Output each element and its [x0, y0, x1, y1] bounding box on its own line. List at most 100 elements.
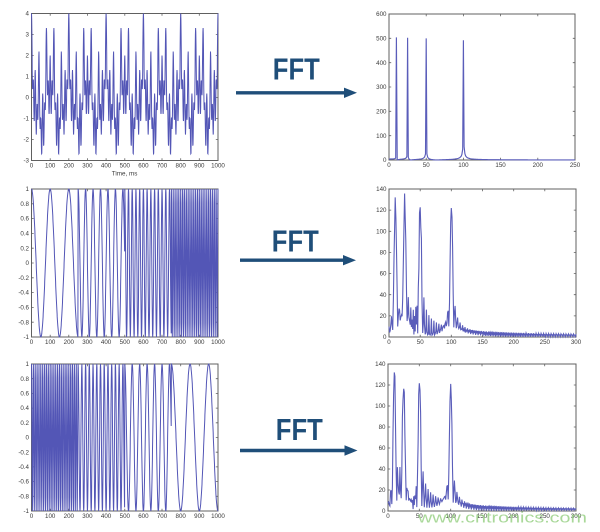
svg-text:500: 500: [120, 513, 131, 520]
svg-text:-0.8: -0.8: [18, 493, 29, 500]
svg-text:140: 140: [376, 186, 387, 193]
svg-text:700: 700: [157, 513, 168, 520]
svg-text:-0.6: -0.6: [18, 479, 29, 486]
svg-text:700: 700: [157, 339, 168, 346]
svg-text:1000: 1000: [211, 162, 225, 169]
svg-text:200: 200: [533, 162, 544, 169]
svg-text:0: 0: [386, 513, 390, 520]
svg-text:0.8: 0.8: [20, 376, 29, 383]
svg-text:-1: -1: [23, 116, 29, 123]
svg-text:-2: -2: [23, 137, 29, 144]
svg-text:140: 140: [375, 361, 386, 368]
svg-text:100: 100: [458, 162, 469, 169]
svg-text:250: 250: [570, 162, 581, 169]
svg-text:0.6: 0.6: [20, 216, 29, 223]
svg-text:www.cntronics.com: www.cntronics.com: [417, 511, 587, 527]
svg-text:300: 300: [571, 513, 582, 520]
svg-text:400: 400: [101, 513, 112, 520]
svg-text:200: 200: [509, 339, 520, 346]
svg-text:150: 150: [477, 339, 488, 346]
svg-text:900: 900: [194, 339, 205, 346]
svg-text:0: 0: [26, 95, 30, 102]
svg-text:800: 800: [176, 513, 187, 520]
svg-text:0: 0: [30, 162, 34, 169]
svg-text:100: 100: [446, 513, 457, 520]
svg-text:0: 0: [30, 513, 34, 520]
svg-text:100: 100: [446, 339, 457, 346]
svg-text:800: 800: [176, 339, 187, 346]
svg-text:100: 100: [376, 228, 387, 235]
svg-text:200: 200: [64, 339, 75, 346]
svg-text:1: 1: [26, 186, 30, 193]
svg-text:400: 400: [101, 339, 112, 346]
svg-text:1: 1: [26, 74, 30, 81]
svg-text:600: 600: [376, 11, 387, 18]
svg-text:300: 300: [376, 84, 387, 91]
svg-text:0: 0: [30, 339, 34, 346]
svg-text:150: 150: [495, 162, 506, 169]
svg-text:0: 0: [382, 508, 386, 515]
svg-text:0: 0: [26, 435, 30, 442]
svg-text:0.2: 0.2: [20, 245, 29, 252]
svg-text:0.8: 0.8: [20, 201, 29, 208]
svg-text:-0.2: -0.2: [18, 275, 29, 282]
svg-text:1000: 1000: [211, 339, 225, 346]
svg-text:40: 40: [380, 292, 387, 299]
svg-text:200: 200: [64, 162, 75, 169]
svg-text:4: 4: [26, 11, 30, 18]
svg-text:500: 500: [376, 35, 387, 42]
svg-text:-0.6: -0.6: [18, 305, 29, 312]
svg-text:500: 500: [120, 339, 131, 346]
svg-text:20: 20: [379, 487, 386, 494]
svg-text:Time, ms: Time, ms: [112, 170, 138, 177]
svg-text:3: 3: [26, 32, 30, 39]
svg-text:0: 0: [383, 157, 387, 164]
svg-text:120: 120: [375, 382, 386, 389]
svg-text:0: 0: [387, 339, 391, 346]
svg-text:-0.2: -0.2: [18, 449, 29, 456]
svg-text:-0.4: -0.4: [18, 290, 29, 297]
svg-text:2: 2: [26, 53, 30, 60]
svg-text:300: 300: [82, 339, 93, 346]
svg-text:100: 100: [376, 133, 387, 140]
svg-text:100: 100: [45, 339, 56, 346]
svg-text:1000: 1000: [211, 513, 225, 520]
svg-text:40: 40: [379, 466, 386, 473]
svg-text:100: 100: [45, 513, 56, 520]
svg-text:-0.8: -0.8: [18, 319, 29, 326]
svg-text:0.2: 0.2: [20, 420, 29, 427]
svg-text:120: 120: [376, 207, 387, 214]
svg-text:700: 700: [157, 162, 168, 169]
svg-text:500: 500: [120, 162, 131, 169]
svg-text:200: 200: [376, 108, 387, 115]
svg-text:-1: -1: [23, 334, 29, 341]
svg-text:100: 100: [375, 403, 386, 410]
svg-text:400: 400: [101, 162, 112, 169]
svg-text:100: 100: [45, 162, 56, 169]
svg-text:0: 0: [387, 162, 391, 169]
svg-text:FFT: FFT: [272, 223, 319, 258]
svg-text:60: 60: [380, 271, 387, 278]
svg-text:20: 20: [380, 313, 387, 320]
svg-text:-1: -1: [23, 508, 29, 515]
svg-text:-0.4: -0.4: [18, 464, 29, 471]
svg-text:300: 300: [82, 513, 93, 520]
svg-text:200: 200: [508, 513, 519, 520]
svg-text:-3: -3: [23, 158, 29, 165]
svg-text:0.4: 0.4: [20, 405, 29, 412]
svg-text:300: 300: [82, 162, 93, 169]
svg-text:60: 60: [379, 445, 386, 452]
svg-text:80: 80: [379, 424, 386, 431]
svg-text:1: 1: [26, 361, 30, 368]
svg-text:600: 600: [138, 513, 149, 520]
svg-text:150: 150: [477, 513, 488, 520]
svg-text:0.6: 0.6: [20, 391, 29, 398]
svg-text:800: 800: [176, 162, 187, 169]
svg-text:200: 200: [64, 513, 75, 520]
svg-text:600: 600: [138, 339, 149, 346]
svg-text:300: 300: [571, 339, 582, 346]
svg-text:900: 900: [194, 162, 205, 169]
svg-text:50: 50: [423, 162, 430, 169]
svg-text:0: 0: [26, 260, 30, 267]
svg-text:400: 400: [376, 60, 387, 67]
